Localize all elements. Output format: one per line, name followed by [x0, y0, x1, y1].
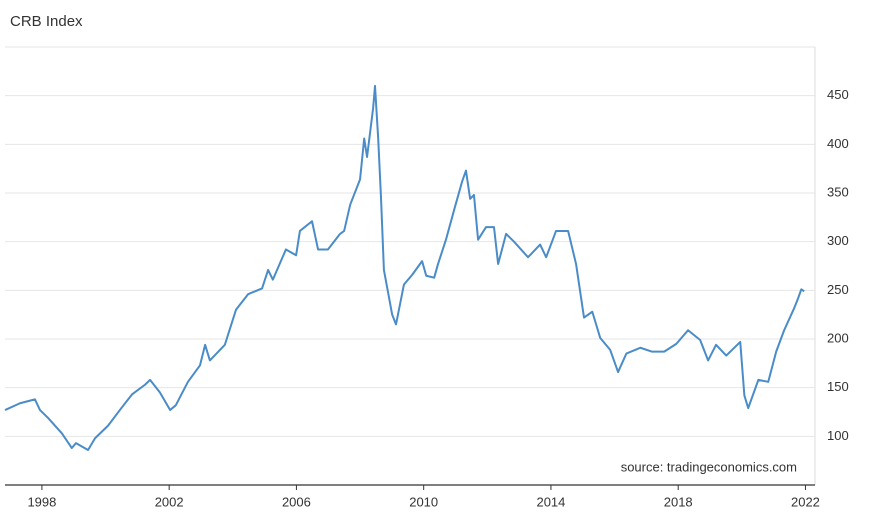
x-tick-label: 2014 [536, 494, 565, 509]
y-tick-label: 400 [827, 136, 849, 151]
x-tick-label: 2022 [791, 494, 820, 509]
y-tick-label: 300 [827, 233, 849, 248]
x-tick-label: 2006 [282, 494, 311, 509]
y-tick-label: 450 [827, 87, 849, 102]
y-tick-label: 100 [827, 428, 849, 443]
y-tick-label: 350 [827, 184, 849, 199]
x-tick-label: 2010 [409, 494, 438, 509]
source-note: source: tradingeconomics.com [621, 459, 797, 474]
x-tick-label: 1998 [27, 494, 56, 509]
x-tick-label: 2018 [664, 494, 693, 509]
y-tick-label: 250 [827, 282, 849, 297]
y-tick-label: 150 [827, 379, 849, 394]
x-tick-label: 2002 [155, 494, 184, 509]
chart-title: CRB Index [10, 13, 83, 30]
data-line [4, 84, 805, 451]
y-tick-label: 200 [827, 330, 849, 345]
